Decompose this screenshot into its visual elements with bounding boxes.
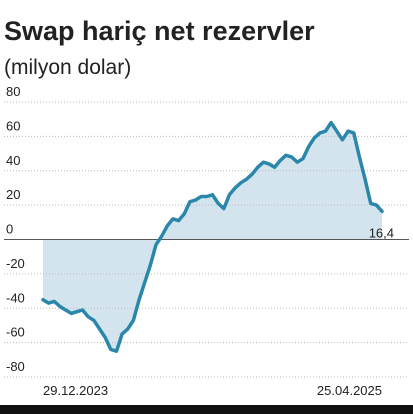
y-tick-label: -20 <box>6 256 25 271</box>
y-tick-label: -60 <box>6 325 25 340</box>
x-tick-label: 25.04.2025 <box>317 383 382 398</box>
y-tick-label: 80 <box>6 84 20 99</box>
line <box>41 120 384 353</box>
y-tick-label: -80 <box>6 359 25 374</box>
value-label: 16,4 <box>369 225 394 240</box>
x-tick-label: 29.12.2023 <box>43 383 108 398</box>
chart-subtitle: (milyon dolar) <box>4 56 131 79</box>
area-fill <box>43 122 382 352</box>
y-tick-label: 20 <box>6 187 20 202</box>
y-tick-label: 0 <box>6 222 13 237</box>
y-tick-label: 40 <box>6 153 20 168</box>
bottom-bar <box>0 405 413 414</box>
chart-title: Swap hariç net rezervler <box>4 16 315 46</box>
y-tick-label: 60 <box>6 118 20 133</box>
y-tick-label: -40 <box>6 290 25 305</box>
